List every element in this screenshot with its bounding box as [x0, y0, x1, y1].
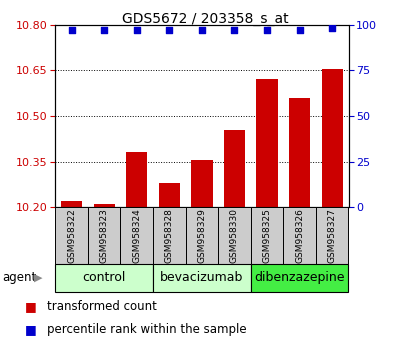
Bar — [191, 160, 212, 207]
Text: GSM958327: GSM958327 — [327, 208, 336, 263]
Text: transformed count: transformed count — [47, 300, 157, 313]
Text: percentile rank within the sample: percentile rank within the sample — [47, 324, 246, 336]
Text: GDS5672 / 203358_s_at: GDS5672 / 203358_s_at — [121, 12, 288, 27]
Bar — [315, 207, 348, 264]
Bar — [55, 207, 88, 264]
Text: GSM958329: GSM958329 — [197, 208, 206, 263]
Bar — [126, 152, 147, 207]
Point — [231, 27, 237, 33]
Bar — [223, 130, 245, 207]
Text: GSM958324: GSM958324 — [132, 208, 141, 263]
Bar — [250, 207, 283, 264]
Text: GSM958322: GSM958322 — [67, 208, 76, 263]
Text: GSM958326: GSM958326 — [294, 208, 303, 263]
Bar — [120, 207, 153, 264]
Text: control: control — [82, 272, 126, 284]
Bar — [88, 207, 120, 264]
Point — [166, 27, 172, 33]
Point — [68, 27, 75, 33]
Bar — [283, 207, 315, 264]
Point — [296, 27, 302, 33]
Bar — [288, 98, 310, 207]
Point — [263, 27, 270, 33]
Text: agent: agent — [2, 272, 36, 284]
Bar — [153, 207, 185, 264]
Bar — [321, 69, 342, 207]
Text: GSM958323: GSM958323 — [99, 208, 108, 263]
Text: GSM958325: GSM958325 — [262, 208, 271, 263]
Bar — [153, 264, 250, 292]
Bar — [185, 207, 218, 264]
Bar — [256, 80, 277, 207]
Bar — [93, 204, 115, 207]
Bar — [218, 207, 250, 264]
Bar — [55, 264, 153, 292]
Point — [198, 27, 204, 33]
Text: GSM958328: GSM958328 — [164, 208, 173, 263]
Bar — [158, 183, 180, 207]
Point — [328, 25, 335, 31]
Bar — [250, 264, 348, 292]
Bar — [61, 201, 82, 207]
Point — [133, 27, 140, 33]
Text: ■: ■ — [25, 324, 36, 336]
Text: bevacizumab: bevacizumab — [160, 272, 243, 284]
Point — [101, 27, 107, 33]
Text: dibenzazepine: dibenzazepine — [254, 272, 344, 284]
Text: ▶: ▶ — [34, 273, 42, 283]
Text: ■: ■ — [25, 300, 36, 313]
Text: GSM958330: GSM958330 — [229, 208, 238, 263]
